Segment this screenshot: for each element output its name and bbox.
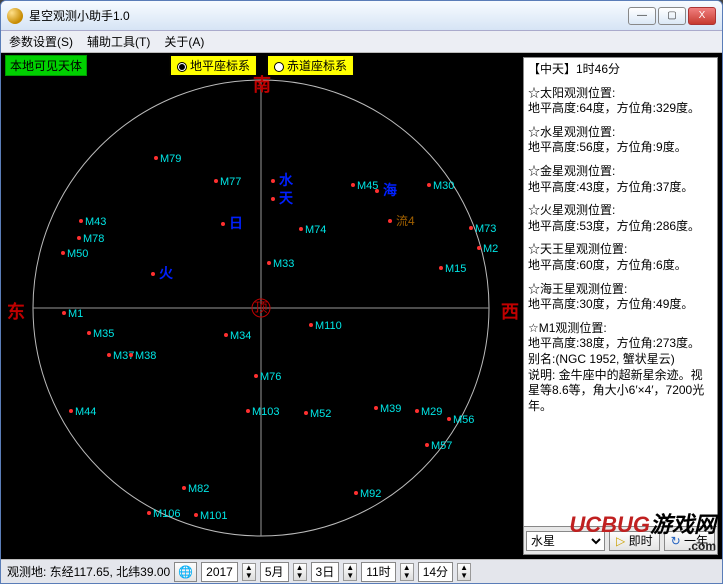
day-up[interactable]: ▲▼	[343, 563, 357, 581]
svg-text:M82: M82	[188, 483, 209, 495]
menu-tools[interactable]: 辅助工具(T)	[87, 33, 150, 50]
svg-text:M44: M44	[75, 406, 96, 418]
svg-text:M103: M103	[252, 406, 280, 418]
sky-chart-svg: 顶M79M77M45M30M43M78M50M74M73M2M33M15M1M3…	[1, 53, 521, 559]
right-panel: 【中天】1时46分☆太阳观测位置:地平高度:64度，方位角:329度。☆水星观测…	[523, 57, 718, 555]
year-button[interactable]: ↻ 一年	[664, 531, 715, 551]
svg-text:水: 水	[279, 172, 294, 188]
svg-text:M29: M29	[421, 406, 442, 418]
titlebar[interactable]: 星空观测小助手1.0 — ▢ X	[1, 1, 722, 31]
svg-text:M52: M52	[310, 408, 331, 420]
svg-text:M101: M101	[200, 510, 228, 522]
minute-up[interactable]: ▲▼	[457, 563, 471, 581]
menu-params[interactable]: 参数设置(S)	[9, 33, 73, 50]
month-up[interactable]: ▲▼	[293, 563, 307, 581]
compass-north-label: 南	[253, 71, 271, 97]
sky-chart-area[interactable]: 本地可见天体 地平座标系 赤道座标系 顶M79M77M45M30M43M78M5…	[1, 53, 523, 559]
location-label: 观测地: 东经117.65, 北纬39.00	[7, 563, 170, 580]
svg-text:天: 天	[279, 190, 294, 206]
minute-spinner[interactable]: 14分	[418, 562, 453, 582]
svg-text:M78: M78	[83, 233, 104, 245]
info-text-panel[interactable]: 【中天】1时46分☆太阳观测位置:地平高度:64度，方位角:329度。☆水星观测…	[523, 57, 718, 527]
month-spinner[interactable]: 5月	[260, 562, 289, 582]
svg-text:M33: M33	[273, 258, 294, 270]
svg-text:M39: M39	[380, 403, 401, 415]
minimize-button[interactable]: —	[628, 7, 656, 25]
app-icon	[7, 8, 23, 24]
svg-text:M79: M79	[160, 153, 181, 165]
year-spinner[interactable]: 2017	[201, 562, 238, 582]
hour-spinner[interactable]: 11时	[361, 562, 395, 582]
svg-text:M30: M30	[433, 180, 454, 192]
app-window: 星空观测小助手1.0 — ▢ X 参数设置(S) 辅助工具(T) 关于(A) 本…	[0, 0, 723, 584]
content-area: 本地可见天体 地平座标系 赤道座标系 顶M79M77M45M30M43M78M5…	[1, 53, 722, 559]
right-controls: 水星 ▷ 即时 ↻ 一年	[523, 527, 718, 555]
hour-up[interactable]: ▲▼	[400, 563, 414, 581]
now-button[interactable]: ▷ 即时	[609, 531, 660, 551]
svg-text:M43: M43	[85, 216, 106, 228]
compass-west-label: 西	[501, 298, 519, 324]
globe-button[interactable]: 🌐	[174, 562, 197, 582]
svg-text:M50: M50	[67, 248, 88, 260]
svg-text:顶: 顶	[254, 300, 267, 315]
planet-select[interactable]: 水星	[526, 531, 605, 551]
svg-text:M74: M74	[305, 224, 326, 236]
close-button[interactable]: X	[688, 7, 716, 25]
svg-text:M92: M92	[360, 488, 381, 500]
svg-text:M2: M2	[483, 243, 498, 255]
svg-text:M56: M56	[453, 414, 474, 426]
menubar: 参数设置(S) 辅助工具(T) 关于(A)	[1, 31, 722, 53]
svg-text:M15: M15	[445, 263, 466, 275]
svg-text:M76: M76	[260, 371, 281, 383]
maximize-button[interactable]: ▢	[658, 7, 686, 25]
compass-east-label: 东	[7, 298, 25, 324]
menu-about[interactable]: 关于(A)	[164, 33, 204, 50]
svg-text:M73: M73	[475, 223, 496, 235]
svg-text:M1: M1	[68, 308, 83, 320]
svg-text:M106: M106	[153, 508, 181, 520]
svg-text:海: 海	[383, 182, 397, 198]
window-title: 星空观测小助手1.0	[29, 7, 628, 24]
day-spinner[interactable]: 3日	[311, 562, 340, 582]
svg-text:M34: M34	[230, 330, 251, 342]
svg-text:M57: M57	[431, 440, 452, 452]
svg-text:流4: 流4	[396, 214, 415, 228]
svg-text:火: 火	[159, 265, 174, 281]
statusbar: 观测地: 东经117.65, 北纬39.00 🌐 2017▲▼ 5月▲▼ 3日▲…	[1, 559, 722, 583]
svg-text:M77: M77	[220, 176, 241, 188]
svg-text:日: 日	[229, 215, 243, 231]
svg-text:M110: M110	[315, 320, 342, 332]
year-up[interactable]: ▲▼	[242, 563, 256, 581]
svg-text:M38: M38	[135, 350, 156, 362]
svg-text:M35: M35	[93, 328, 114, 340]
